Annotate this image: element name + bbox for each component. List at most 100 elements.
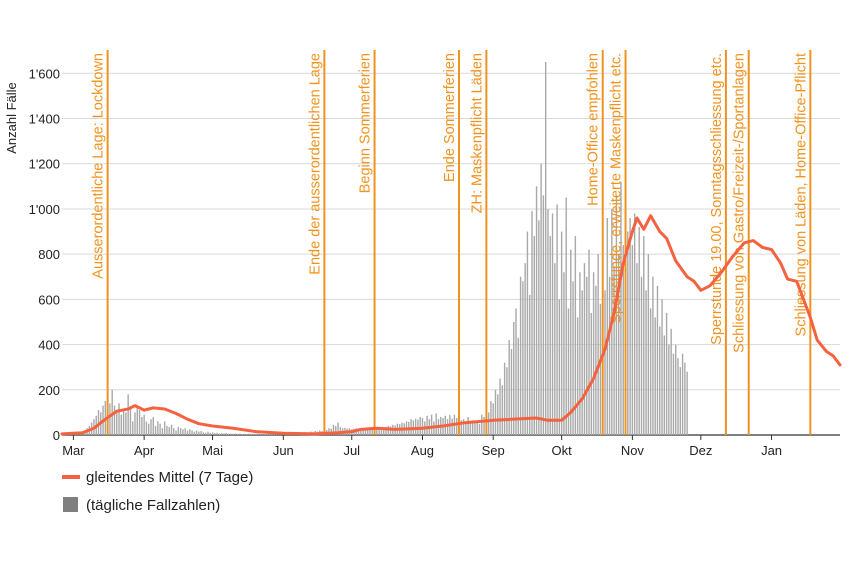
daily-bar (138, 410, 141, 435)
daily-bar (426, 415, 428, 435)
daily-bar (654, 317, 656, 435)
daily-bar (430, 414, 433, 435)
daily-bar (364, 428, 367, 435)
daily-bar (120, 414, 123, 435)
daily-bar (647, 254, 650, 435)
daily-bar (659, 326, 661, 435)
daily-bar (672, 353, 675, 435)
daily-bar (649, 308, 652, 435)
event-label: Beginn Sommerferien (358, 53, 374, 193)
daily-bar (227, 433, 230, 435)
smoothed-line-layer (60, 214, 842, 436)
daily-bar (211, 432, 214, 435)
daily-bar (665, 312, 668, 435)
daily-bar (150, 419, 152, 435)
y-tick-label: 1'000 (29, 202, 60, 217)
daily-bar (339, 427, 342, 435)
daily-bar (200, 430, 202, 435)
x-tick-label: Apr (134, 443, 155, 458)
daily-bar (328, 428, 330, 435)
daily-bar (538, 220, 540, 435)
daily-bar (465, 421, 467, 435)
daily-bar (195, 430, 198, 435)
daily-bar (382, 427, 385, 435)
daily-bar (597, 254, 599, 435)
daily-bar (586, 276, 588, 435)
daily-bar (421, 418, 424, 435)
daily-bar (225, 432, 227, 435)
daily-bar (134, 412, 136, 435)
daily-bar (218, 433, 221, 435)
x-tick-label: Jul (343, 443, 360, 458)
daily-bar (378, 427, 380, 435)
daily-bar (357, 428, 360, 435)
daily-bar (389, 426, 392, 435)
daily-bar (239, 433, 241, 435)
daily-bar (152, 416, 154, 435)
daily-bar (549, 236, 551, 435)
daily-bar (184, 428, 186, 435)
daily-bar (246, 434, 248, 435)
daily-bar (163, 421, 166, 435)
daily-bar (446, 419, 449, 435)
legend-bar-swatch (63, 497, 78, 512)
daily-bar (207, 431, 209, 435)
y-tick-label: 400 (38, 338, 60, 353)
daily-bar (510, 349, 513, 435)
daily-bar (191, 430, 193, 435)
daily-bar (205, 432, 207, 435)
daily-bar (266, 433, 269, 435)
daily-bar (147, 423, 150, 435)
daily-bar (563, 272, 565, 435)
daily-bar (255, 434, 257, 435)
daily-bar (620, 181, 622, 435)
daily-bar (241, 434, 243, 435)
daily-bar (483, 416, 485, 435)
daily-bar (419, 416, 421, 435)
daily-bar (362, 428, 364, 435)
daily-bar (615, 195, 618, 435)
daily-bar (259, 433, 262, 435)
x-tick-label: Jun (273, 443, 294, 458)
daily-bar (410, 419, 412, 435)
daily-bar (581, 290, 583, 435)
daily-bar (275, 434, 278, 435)
daily-bar (554, 263, 556, 435)
daily-bar (166, 425, 168, 435)
daily-bar (132, 421, 134, 435)
daily-bar (604, 290, 606, 435)
daily-bar (476, 422, 478, 435)
daily-bar (273, 433, 275, 435)
daily-bar (380, 428, 383, 435)
daily-bar (268, 434, 271, 435)
daily-bar (560, 231, 563, 435)
daily-bar (175, 430, 177, 435)
daily-bar (540, 163, 542, 436)
event-label: Schliessung von Läden, Home-Office-Pflic… (793, 53, 809, 336)
daily-bar (179, 428, 182, 435)
x-tick-label: Mai (202, 443, 223, 458)
legend-label-line: gleitendes Mittel (7 Tage) (86, 469, 253, 486)
daily-bar (236, 433, 239, 435)
daily-bar (97, 410, 100, 435)
daily-bar (531, 211, 533, 435)
x-tick-label: Mar (62, 443, 85, 458)
event-label: Sperrstunde, erweiterte Maskenpflicht et… (609, 53, 625, 324)
daily-bar (216, 432, 218, 435)
daily-bar (159, 423, 161, 435)
daily-bar (467, 416, 469, 435)
daily-bar (116, 412, 118, 435)
daily-bar (230, 433, 232, 435)
daily-bar (487, 412, 490, 435)
daily-bar (544, 62, 547, 435)
daily-bar (656, 285, 659, 435)
daily-bar (136, 407, 138, 435)
daily-bar (113, 405, 116, 435)
daily-bar (501, 385, 504, 435)
daily-bar (613, 267, 615, 435)
x-tick-label: Aug (411, 443, 434, 458)
daily-bar (622, 245, 624, 435)
daily-bar (118, 403, 120, 435)
